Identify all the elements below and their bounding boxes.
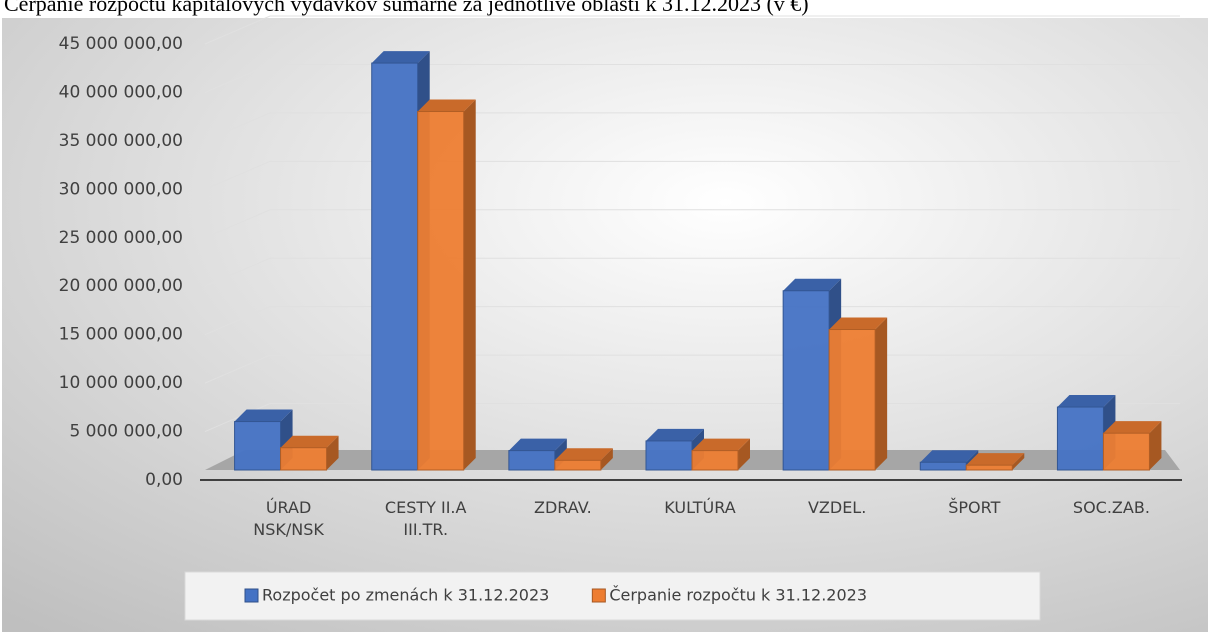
y-tick-label: 35 000 000,00: [59, 131, 183, 151]
bar-face: [965, 464, 1013, 471]
bar-face: [1149, 421, 1162, 470]
x-tick-label: SOC.ZAB.: [1072, 498, 1150, 517]
legend-swatch: [591, 588, 606, 603]
bar: [828, 317, 888, 471]
grid-line: [204, 15, 1180, 45]
bar-face: [280, 435, 339, 448]
bar-face: [646, 428, 704, 441]
bar: [1102, 421, 1162, 471]
bar: [965, 453, 1025, 471]
bar-face: [371, 62, 419, 471]
legend-label: Čerpanie rozpočtu k 31.12.2023: [609, 586, 867, 605]
y-tick-label: 20 000 000,00: [59, 276, 183, 296]
bar-face: [1012, 453, 1025, 470]
x-tick-label: CESTY II.A III.TR.: [384, 498, 467, 539]
y-tick-label: 0,00: [145, 470, 183, 490]
y-tick-label: 5 000 000,00: [69, 422, 183, 442]
x-tick-label: KULTÚRA: [664, 498, 736, 517]
bar-face: [508, 450, 556, 471]
bar: [691, 438, 750, 471]
bar-face: [600, 448, 613, 470]
grid-line: [204, 63, 1180, 93]
bar-face: [1057, 395, 1116, 408]
bar-face: [417, 111, 465, 471]
bar-face: [783, 278, 842, 291]
grid-line: [204, 257, 1180, 287]
x-tick-label: VZDEL.: [807, 498, 867, 517]
grid-line: [204, 160, 1180, 190]
bar-face: [875, 317, 888, 470]
bar-face: [554, 459, 602, 471]
bar: [280, 435, 339, 471]
bar-face: [463, 99, 476, 470]
x-tick-label: ZDRAV.: [534, 498, 592, 517]
bar-face: [738, 438, 750, 470]
bar-face: [692, 438, 750, 451]
y-tick-label: 45 000 000,00: [59, 34, 183, 54]
bar-face: [966, 453, 1025, 466]
legend: [184, 571, 1041, 621]
grid-line: [204, 306, 1180, 336]
chart-title: Čerpanie rozpočtu kapitálových výdavkov …: [4, 0, 809, 16]
bar-face: [371, 51, 430, 64]
bar-face: [554, 448, 613, 461]
bar-face: [828, 329, 876, 471]
legend-swatch: [244, 588, 259, 603]
bar-face: [782, 290, 830, 471]
bar: [417, 99, 476, 471]
bar-face: [919, 461, 967, 471]
y-tick-label: 40 000 000,00: [59, 82, 183, 102]
x-tick-label: ŠPORT: [948, 498, 1001, 517]
y-tick-label: 25 000 000,00: [59, 228, 183, 248]
bar-face: [1056, 406, 1104, 471]
bar-face: [691, 450, 739, 471]
legend-label: Rozpočet po zmenách k 31.12.2023: [262, 586, 549, 605]
bar-face: [920, 450, 979, 463]
bar-face: [829, 317, 888, 330]
bar-face: [508, 438, 567, 451]
grid-line: [204, 209, 1180, 239]
bar-face: [1103, 421, 1162, 434]
bar: [645, 428, 704, 471]
bar-face: [234, 409, 293, 422]
bar-face: [326, 435, 339, 470]
bar-face: [280, 447, 328, 471]
y-tick-label: 10 000 000,00: [59, 373, 183, 393]
y-tick-label: 15 000 000,00: [59, 325, 183, 345]
bar: [554, 448, 613, 471]
x-tick-label: ÚRAD NSK/NSK: [253, 498, 324, 539]
bar-face: [645, 440, 693, 471]
bar-face: [1102, 432, 1150, 471]
plot-background: [2, 18, 1208, 632]
bar-face: [234, 421, 282, 471]
bar-face: [417, 99, 476, 112]
grid-line: [204, 112, 1180, 142]
y-tick-label: 30 000 000,00: [59, 179, 183, 199]
